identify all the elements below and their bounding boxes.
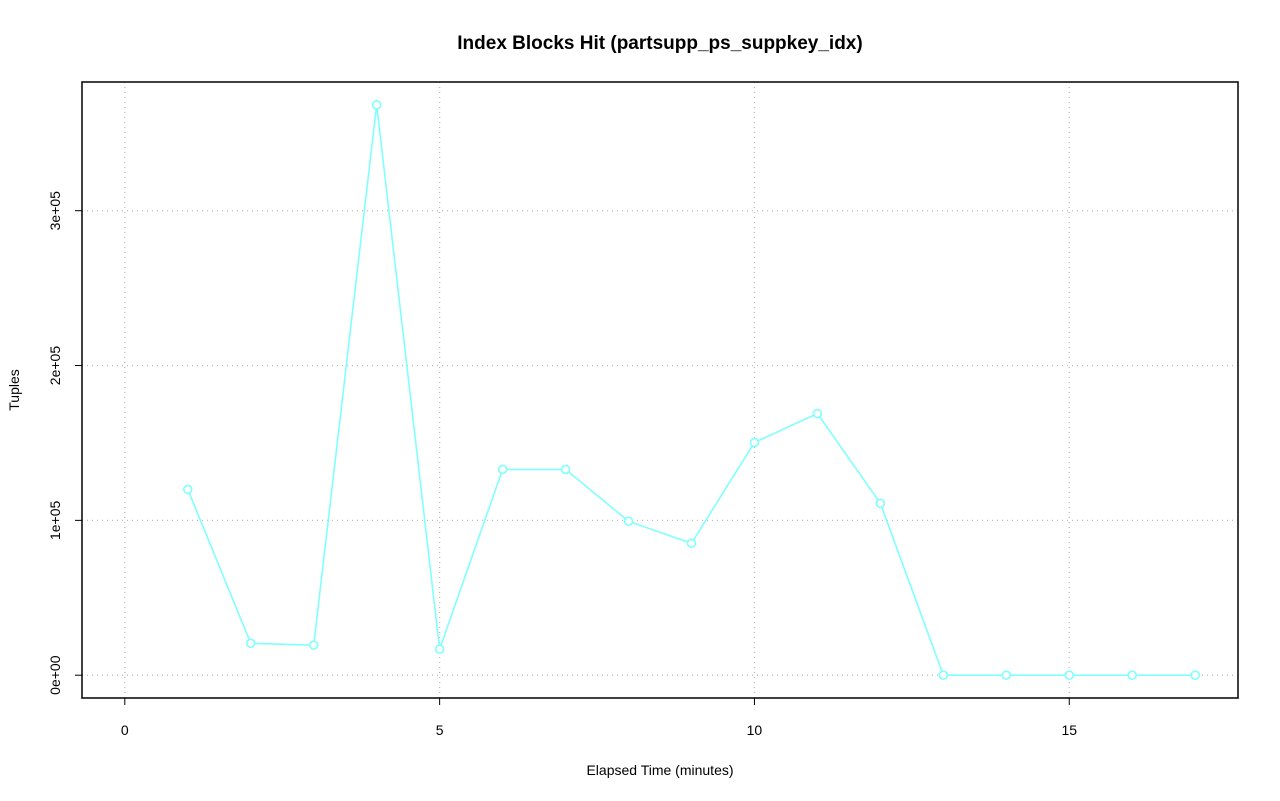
point [434,644,445,654]
point [1064,670,1075,680]
x-tick-label: 10 [747,722,763,738]
point [875,498,886,509]
point [308,640,319,650]
y-tick-label: 2e+05 [47,346,63,386]
point [812,408,823,419]
point [749,437,760,448]
point [1190,670,1200,680]
y-tick-label: 0e+00 [47,655,63,695]
y-axis-label: Tuples [6,369,22,411]
x-tick-label: 15 [1061,722,1077,738]
point [371,100,382,110]
y-tick-label: 1e+05 [47,500,63,540]
point [1127,670,1138,680]
x-axis-label: Elapsed Time (minutes) [586,762,733,778]
line [187,104,1196,676]
point [938,670,949,680]
point [686,538,697,549]
point [1001,670,1012,680]
x-tick-label: 5 [436,722,444,738]
x-tick-label: 0 [121,722,129,738]
point [182,484,193,495]
point [560,464,571,475]
y-tick-label: 3e+05 [47,191,63,231]
point [245,638,256,649]
chart-title: Index Blocks Hit (partsupp_ps_suppkey_id… [457,33,862,54]
point [623,516,634,527]
point [497,464,508,475]
plot-frame [81,81,1239,699]
